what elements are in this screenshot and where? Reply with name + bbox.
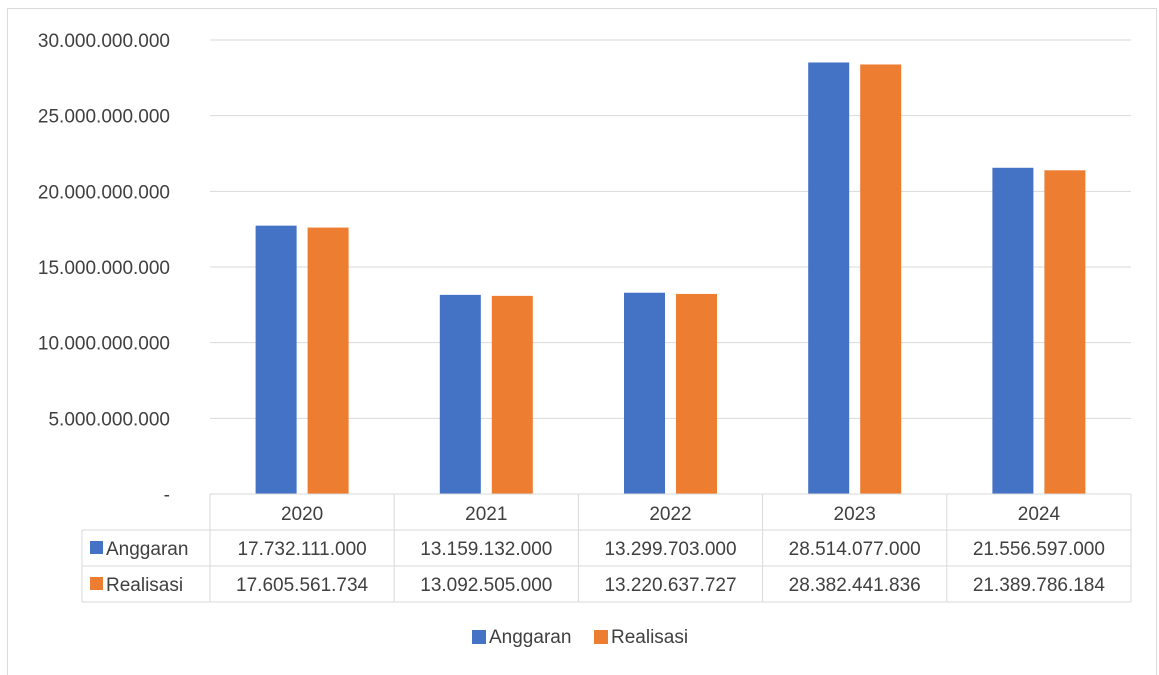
y-tick-label: 15.000.000.000 [38, 258, 170, 279]
bars [255, 62, 1086, 495]
y-axis-tick-labels: 30.000.000.000 25.000.000.000 20.000.000.0… [38, 31, 170, 506]
bar-anggaran-2020 [255, 225, 297, 494]
data-label: 17.605.561.734 [236, 575, 369, 596]
data-label: 13.092.505.000 [420, 575, 552, 596]
legend-key-realisasi [594, 630, 608, 644]
table-series-name: Anggaran [106, 539, 188, 560]
legend-key-anggaran [472, 630, 486, 644]
x-tick-label: 2024 [1018, 504, 1061, 525]
data-label: 17.732.111.000 [237, 539, 366, 560]
y-tick-label: 20.000.000.000 [38, 182, 170, 203]
bar-anggaran-2022 [624, 292, 665, 494]
data-label: 28.514.077.000 [789, 539, 921, 560]
x-tick-label: 2023 [834, 504, 876, 525]
data-label: 13.159.132.000 [420, 539, 552, 560]
chart-frame [7, 8, 1157, 675]
data-label: 28.382.441.836 [789, 575, 921, 596]
legend-label: Anggaran [489, 627, 571, 648]
table-legend-key-realisasi [90, 577, 103, 590]
table-series-name: Realisasi [106, 575, 183, 596]
data-table: 2020 2021 2022 2023 2024 Anggaran 17.732.111.0… [81, 493, 1132, 603]
bar-anggaran-2023 [808, 62, 850, 494]
table-legend-key-anggaran [90, 541, 103, 554]
gridlines [210, 39, 1131, 419]
data-label: 21.389.786.184 [973, 575, 1106, 596]
bar-realisasi-2023 [860, 64, 902, 494]
bar-realisasi-2020 [307, 227, 349, 495]
y-tick-label: 25.000.000.000 [38, 107, 170, 128]
y-tick-label: 30.000.000.000 [38, 31, 170, 52]
x-tick-label: 2021 [465, 504, 507, 525]
x-tick-label: 2022 [649, 504, 691, 525]
y-tick-label: 10.000.000.000 [38, 334, 170, 355]
data-label: 13.220.637.727 [604, 575, 736, 596]
data-label: 13.299.703.000 [604, 539, 736, 560]
y-tick-label: - [164, 485, 170, 506]
data-label: 21.556.597.000 [973, 539, 1105, 560]
y-tick-label: 5.000.000.000 [48, 409, 170, 430]
bar-anggaran-2024 [992, 167, 1034, 494]
legend-label: Realisasi [611, 627, 688, 648]
bar-realisasi-2022 [676, 293, 717, 494]
x-tick-label: 2020 [281, 504, 323, 525]
bar-realisasi-2024 [1044, 170, 1086, 494]
bar-realisasi-2021 [491, 295, 533, 494]
bar-anggaran-2021 [439, 294, 481, 494]
legend: Anggaran Realisasi [472, 627, 688, 648]
